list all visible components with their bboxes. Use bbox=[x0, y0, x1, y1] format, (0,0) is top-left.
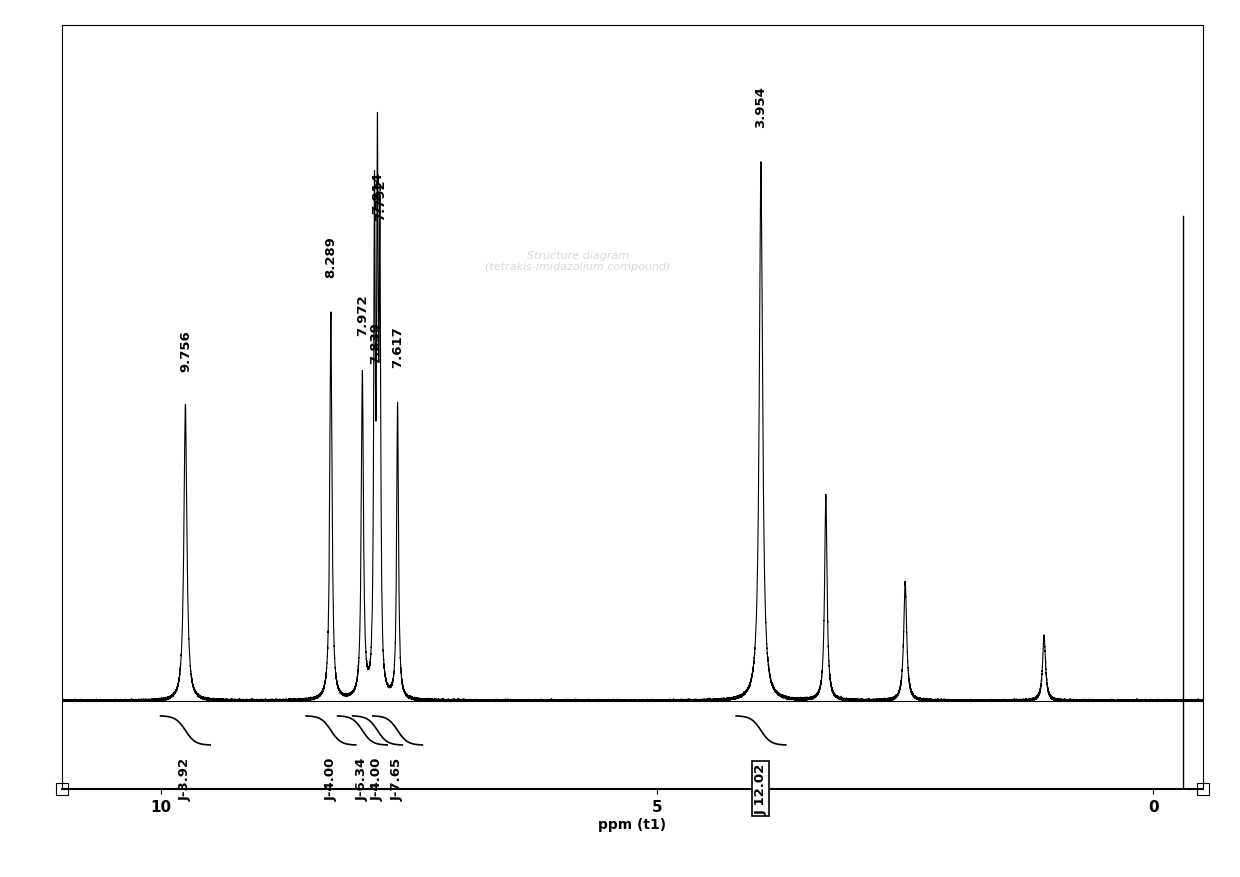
Text: 7.814: 7.814 bbox=[372, 172, 384, 214]
Text: Structure diagram
(tetrakis-imidazolium compound): Structure diagram (tetrakis-imidazolium … bbox=[485, 250, 671, 272]
Text: J-4.00: J-4.00 bbox=[371, 757, 384, 801]
Text: J-6.34: J-6.34 bbox=[356, 757, 368, 801]
Text: 7.617: 7.617 bbox=[391, 326, 404, 367]
Text: 3.954: 3.954 bbox=[754, 86, 768, 128]
Text: J-3.92: J-3.92 bbox=[179, 757, 192, 800]
X-axis label: ppm (t1): ppm (t1) bbox=[599, 816, 666, 831]
Text: 7.792: 7.792 bbox=[373, 179, 387, 221]
Text: 8.289: 8.289 bbox=[325, 236, 337, 277]
Text: 7.839: 7.839 bbox=[370, 322, 382, 364]
Text: J-4.00: J-4.00 bbox=[325, 757, 337, 801]
Text: J-7.65: J-7.65 bbox=[391, 757, 404, 800]
Text: 7.972: 7.972 bbox=[356, 295, 368, 336]
Text: J 12.02: J 12.02 bbox=[754, 763, 768, 814]
Text: 9.756: 9.756 bbox=[179, 330, 192, 371]
